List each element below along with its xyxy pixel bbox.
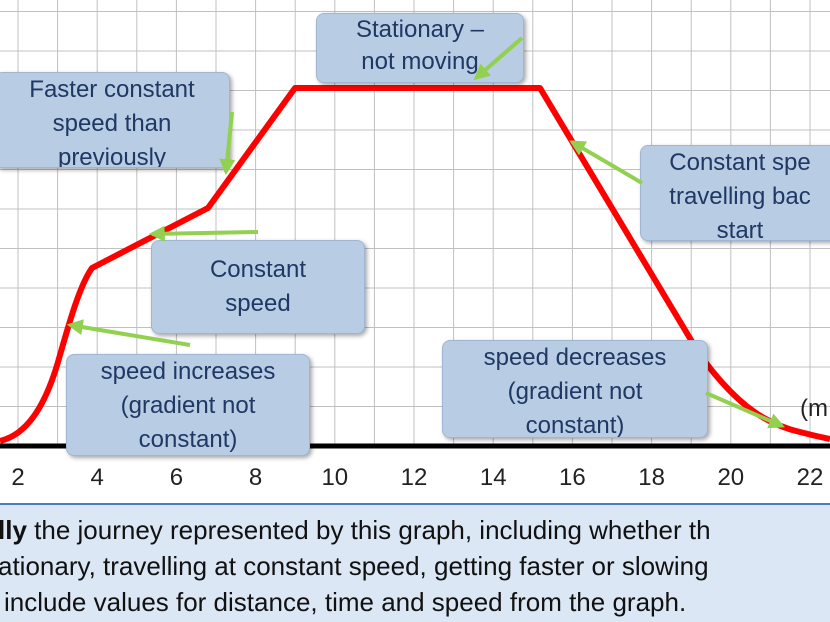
x-tick-label: 20 — [717, 464, 744, 491]
callout-line: travelling bac — [669, 183, 811, 210]
callout-line: speed than — [52, 110, 172, 137]
speed-increases-callout: speed increases (gradient not constant) — [66, 354, 310, 456]
callout-line: (gradient not — [507, 378, 643, 405]
constant-back-callout: Constant spe travelling bac start — [640, 145, 830, 241]
task-line-1-text: the journey represented by this graph, i… — [26, 515, 711, 545]
callout-line: speed decreases — [483, 344, 667, 371]
callout-line: constant) — [138, 426, 238, 453]
callout-line: Stationary – — [355, 16, 485, 43]
callout-line: not moving — [361, 48, 479, 75]
faster-speed-callout: Faster constant speed than previously — [0, 72, 230, 168]
callout-line: Constant spe — [669, 149, 811, 176]
task-bold-fragment: lly — [0, 515, 27, 545]
callout-line: previously — [57, 144, 167, 168]
x-tick-label: 14 — [480, 464, 507, 491]
x-tick-label: 8 — [249, 464, 262, 491]
task-line-1: lly the journey represented by this grap… — [0, 515, 711, 546]
speed-decreases-callout: speed decreases (gradient not constant) — [442, 340, 708, 438]
task-line-3: include values for distance, time and sp… — [4, 587, 687, 617]
x-tick-label: 10 — [321, 464, 348, 491]
task-line-2: ationary, travelling at constant speed, … — [0, 551, 709, 581]
constant-speed-callout: Constant speed — [151, 240, 365, 334]
callout-line: Faster constant — [29, 76, 195, 103]
axis-label-partial: (m — [800, 395, 828, 422]
journey-line — [0, 85, 830, 444]
callout-line: speed increases — [100, 358, 276, 385]
x-tick-label: 18 — [638, 464, 665, 491]
callout-line: (gradient not — [120, 392, 256, 419]
x-tick-label: 2 — [11, 464, 24, 491]
x-tick-label: 22 — [797, 464, 824, 491]
x-tick-labels: 2 4 6 8 10 12 14 16 18 20 22 — [11, 464, 823, 491]
x-tick-label: 4 — [91, 464, 104, 491]
task-instructions: lly the journey represented by this grap… — [0, 503, 830, 622]
callout-line: Constant — [209, 256, 307, 283]
callout-line: start — [716, 217, 764, 241]
callout-line: speed — [225, 290, 291, 317]
x-tick-label: 16 — [559, 464, 586, 491]
x-tick-label: 6 — [170, 464, 183, 491]
stationary-callout: Stationary – not moving — [316, 13, 524, 83]
callout-line: constant) — [525, 412, 625, 438]
x-tick-label: 12 — [401, 464, 428, 491]
